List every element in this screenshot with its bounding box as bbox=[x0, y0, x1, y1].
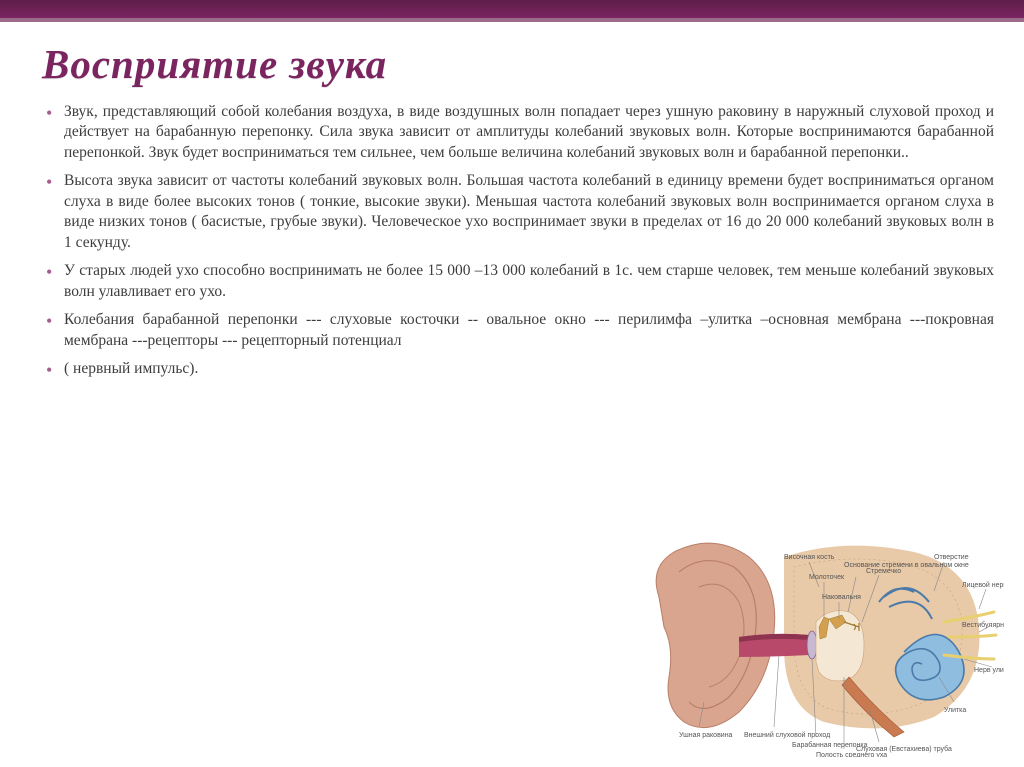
label-auricle: Ушная раковина bbox=[679, 732, 733, 739]
label-stapes: Стремечко bbox=[866, 568, 901, 575]
bullet-item: ( нервный импульс). bbox=[42, 359, 994, 379]
bullet-item: Звук, представляющий собой колебания воз… bbox=[42, 102, 994, 163]
slide-title: Восприятие звука bbox=[42, 40, 994, 88]
bullet-list: Звук, представляющий собой колебания воз… bbox=[42, 102, 994, 379]
label-incus: Наковальня bbox=[822, 594, 861, 601]
label-cochlear-nerve: Нерв улитки bbox=[974, 667, 1004, 674]
label-ext-canal: Внешний слуховой проход bbox=[744, 731, 830, 739]
label-middle-cavity: Полость среднего уха bbox=[816, 752, 887, 757]
label-stapes-base: Основание стремени в овальном окне bbox=[844, 562, 969, 569]
eardrum bbox=[807, 631, 817, 659]
label-temporal-bone: Височная кость bbox=[784, 554, 835, 561]
bullet-item: Колебания барабанной перепонки --- слухо… bbox=[42, 310, 994, 351]
label-vestibular-nerve: Вестибулярный нерв bbox=[962, 621, 1004, 629]
bullet-item: Высота звука зависит от частоты колебани… bbox=[42, 171, 994, 253]
label-cochlea: Улитка bbox=[944, 707, 966, 714]
label-malleus: Молоточек bbox=[809, 574, 845, 581]
bullet-item: У старых людей ухо способно воспринимать… bbox=[42, 261, 994, 302]
label-opening: Отверстие bbox=[934, 554, 969, 561]
header-bar bbox=[0, 0, 1024, 18]
ear-anatomy-diagram: Височная кость Молоточек Наковальня Осно… bbox=[644, 527, 1004, 757]
label-facial-nerve: Лицевой нерв bbox=[962, 581, 1004, 589]
slide-content: Восприятие звука Звук, представляющий со… bbox=[42, 40, 994, 387]
